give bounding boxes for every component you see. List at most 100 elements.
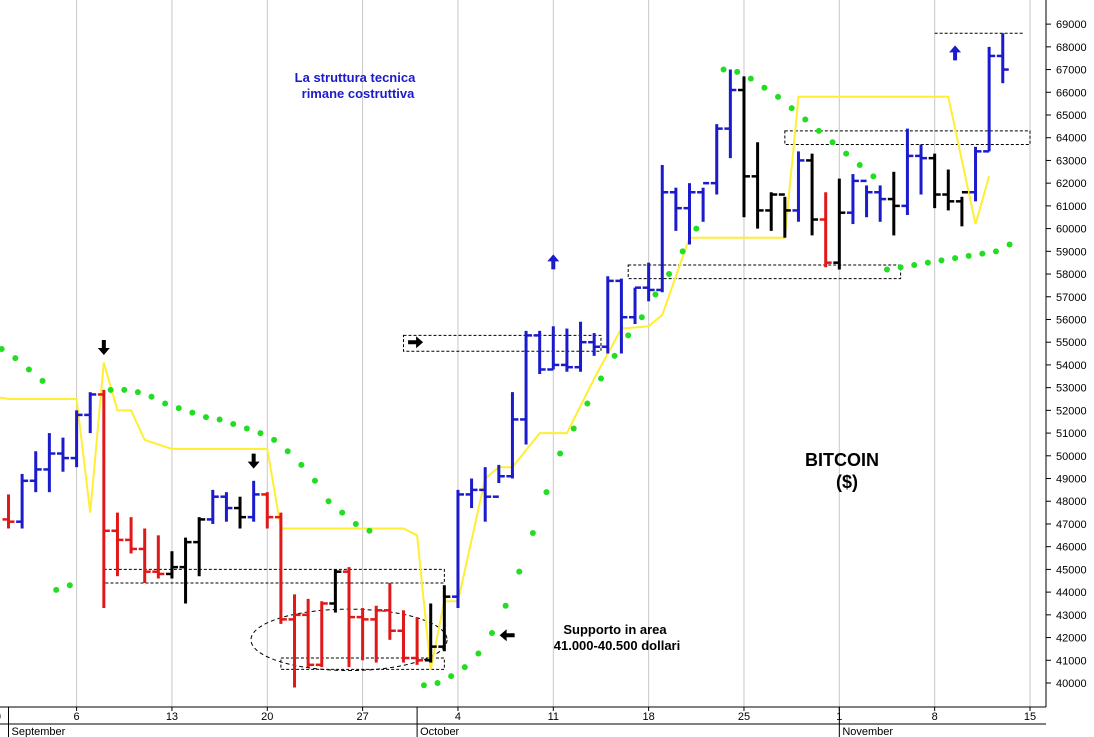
sar-dot <box>148 393 155 400</box>
x-axis: 30613202741118251815SeptemberOctoberNove… <box>0 706 1046 737</box>
y-tick-label: 57000 <box>1056 292 1087 304</box>
sar-dot <box>325 498 332 505</box>
sar-dot <box>557 450 564 457</box>
y-tick-label: 43000 <box>1056 610 1087 622</box>
sar-dot <box>216 416 223 423</box>
price-bar <box>792 151 805 222</box>
sar-dot <box>611 352 618 359</box>
price-bar <box>819 192 832 268</box>
chart-title: BITCOIN <box>805 450 879 470</box>
arrow-left-icon <box>499 629 515 642</box>
price-bar <box>234 496 247 529</box>
arrow-up-icon <box>547 254 560 270</box>
sar-dot <box>189 409 196 416</box>
price-bar <box>520 330 533 445</box>
price-bar <box>343 567 355 668</box>
y-axis: 40000 41000 42000 43000 44000 45000 46000 47000… <box>1045 0 1087 707</box>
price-bar <box>43 433 56 493</box>
sar-dot <box>0 346 5 353</box>
sar-dot <box>53 586 60 593</box>
sar-dot <box>666 271 673 278</box>
price-bar <box>397 610 410 663</box>
price-bar <box>315 601 328 668</box>
price-bar <box>2 494 15 529</box>
y-tick-label: 65000 <box>1056 110 1087 122</box>
sar-dot <box>924 259 931 266</box>
price-bar <box>846 174 859 225</box>
y-tick-label: 53000 <box>1056 383 1087 395</box>
sar-dot <box>734 68 741 75</box>
price-bar <box>737 76 750 218</box>
sar-dot <box>339 509 346 516</box>
dashed-level-box <box>402 334 602 352</box>
price-bar <box>656 164 669 293</box>
y-tick-label: 44000 <box>1056 587 1087 599</box>
price-bar <box>669 187 682 231</box>
sar-dot <box>570 425 577 432</box>
y-tick-label: 63000 <box>1056 155 1087 167</box>
sar-dot <box>66 582 73 589</box>
price-bar <box>97 389 110 609</box>
sar-dot <box>720 66 727 73</box>
price-bar <box>983 46 996 153</box>
sar-dot <box>625 332 632 339</box>
price-bar <box>955 190 968 227</box>
annotation-support-line2: 41.000-40.500 dollari <box>554 638 680 653</box>
sar-dot <box>202 414 209 421</box>
price-bar <box>424 603 437 663</box>
annotation-top-line1: La struttura tecnica <box>295 70 416 85</box>
y-tick-label: 50000 <box>1056 451 1087 463</box>
price-bar <box>969 146 982 202</box>
x-tick-label: 11 <box>548 711 559 723</box>
x-tick-label: 4 <box>455 711 461 723</box>
price-bar <box>70 410 83 468</box>
y-tick-label: 51000 <box>1056 428 1087 440</box>
price-bar <box>874 185 887 222</box>
y-tick-label: 64000 <box>1056 133 1087 145</box>
x-tick-label: 27 <box>356 711 368 723</box>
price-bar <box>179 537 192 604</box>
price-bar <box>533 330 546 375</box>
price-bar <box>928 153 941 209</box>
sar-dot <box>883 266 890 273</box>
sar-dot <box>230 420 237 427</box>
sar-dot <box>652 291 659 298</box>
price-bar <box>765 192 778 231</box>
sar-dot <box>175 405 182 412</box>
arrow-up-icon <box>949 45 962 61</box>
y-tick-label: 45000 <box>1056 564 1087 576</box>
price-bar <box>125 517 138 554</box>
price-bar <box>29 451 42 493</box>
price-bar <box>383 583 396 640</box>
price-bar <box>370 605 383 663</box>
arrow-down-icon <box>247 453 260 469</box>
y-tick-label: 52000 <box>1056 405 1087 417</box>
grid-vertical-lines <box>76 0 1031 707</box>
sar-dot <box>284 448 291 455</box>
price-bar <box>492 464 505 498</box>
sar-dot <box>25 366 32 373</box>
y-tick-label: 40000 <box>1056 678 1087 690</box>
sar-dot <box>352 520 359 527</box>
chart-subtitle: ($) <box>836 472 858 492</box>
price-bar <box>206 489 219 524</box>
sar-dot <box>584 400 591 407</box>
sar-dot <box>257 430 264 437</box>
price-bar <box>274 512 287 624</box>
price-bar <box>833 178 846 270</box>
price-bar <box>152 535 165 579</box>
sar-dot <box>802 116 809 123</box>
x-month-label: November <box>842 726 893 737</box>
y-tick-label: 61000 <box>1056 201 1087 213</box>
price-bar <box>901 128 914 215</box>
price-bar <box>751 142 764 229</box>
sar-dot <box>529 530 536 537</box>
y-tick-label: 48000 <box>1056 496 1087 508</box>
sar-dot <box>952 255 959 262</box>
sar-dot <box>747 75 754 82</box>
sar-dot <box>311 477 318 484</box>
y-tick-label: 49000 <box>1056 474 1087 486</box>
sar-dot <box>502 602 509 609</box>
sar-dot <box>162 400 169 407</box>
y-tick-label: 60000 <box>1056 224 1087 236</box>
